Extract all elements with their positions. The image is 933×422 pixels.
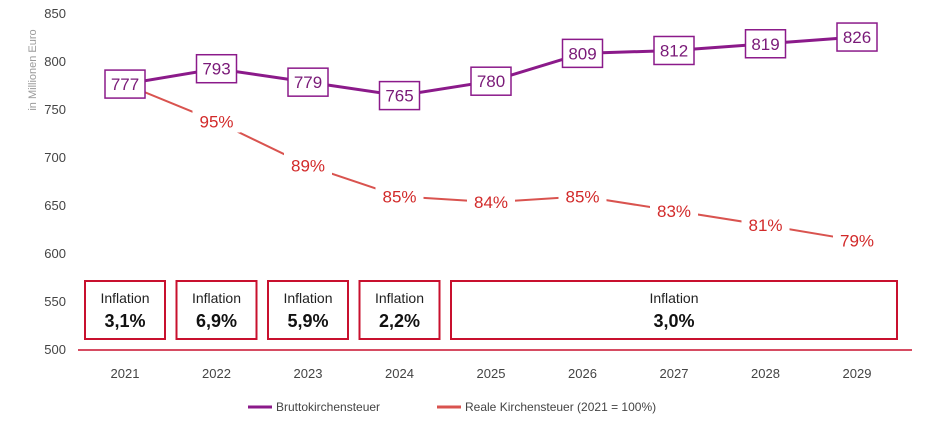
- inflation-title: Inflation: [100, 290, 149, 306]
- inflation-box: Inflation 5,9%: [267, 280, 349, 340]
- real-data-label: 84%: [474, 193, 508, 212]
- x-tick-label: 2028: [751, 366, 780, 381]
- y-tick-label: 750: [44, 102, 66, 117]
- legend: Bruttokirchensteuer Reale Kirchensteuer …: [248, 400, 656, 414]
- inflation-value: 6,9%: [196, 311, 237, 331]
- inflation-box: Inflation 6,9%: [175, 280, 258, 340]
- inflation-title: Inflation: [375, 290, 424, 306]
- gross-label-box: [470, 66, 512, 96]
- real-label-bg: [467, 189, 515, 214]
- real-label-bg: [741, 212, 790, 237]
- x-tick-label: 2027: [660, 366, 689, 381]
- gross-label-box: [561, 38, 604, 69]
- gross-label-box: [836, 22, 878, 52]
- gross-data-label: 777: [111, 75, 139, 94]
- gross-data-label: 793: [202, 60, 230, 79]
- legend-gross-label: Bruttokirchensteuer: [276, 400, 380, 414]
- real-data-label: 79%: [840, 232, 874, 251]
- real-label-bg: [192, 108, 241, 133]
- x-tick-label: 2024: [385, 366, 414, 381]
- inflation-box: Inflation 3,0%: [450, 280, 898, 340]
- inflation-box-frame: [358, 280, 441, 340]
- inflation-box: Inflation 2,2%: [358, 280, 441, 340]
- x-tick-label: 2022: [202, 366, 231, 381]
- real-label-bg: [558, 183, 607, 208]
- gross-label-box: [378, 80, 421, 111]
- inflation-box-frame: [84, 280, 166, 340]
- x-tick-label: 2026: [568, 366, 597, 381]
- gross-label-box: [104, 69, 146, 99]
- inflation-value: 3,1%: [104, 311, 145, 331]
- gross-data-label: 826: [843, 28, 871, 47]
- real-label-bg: [650, 197, 698, 222]
- y-tick-label: 500: [44, 342, 66, 357]
- gross-data-label: 780: [477, 72, 505, 91]
- y-tick-label: 850: [44, 6, 66, 21]
- y-axis: 500 550 600 650 700 750 800 850: [44, 6, 66, 357]
- inflation-value: 3,0%: [653, 311, 694, 331]
- gross-label-box: [195, 53, 238, 84]
- gross-label-box: [653, 35, 695, 66]
- inflation-value: 2,2%: [379, 311, 420, 331]
- inflation-box-frame: [450, 280, 898, 340]
- real-label-bg: [833, 227, 881, 252]
- inflation-value: 5,9%: [287, 311, 328, 331]
- real-data-label: 85%: [382, 187, 416, 206]
- gross-label-box: [744, 29, 787, 59]
- inflation-title: Inflation: [649, 290, 698, 306]
- y-axis-label: in Millionen Euro: [27, 29, 39, 110]
- inflation-box-frame: [267, 280, 349, 340]
- x-tick-label: 2025: [477, 366, 506, 381]
- inflation-box-frame: [175, 280, 258, 340]
- gross-data-label: 819: [751, 35, 779, 54]
- x-tick-label: 2023: [294, 366, 323, 381]
- gross-data-label: 765: [385, 87, 413, 106]
- real-data-label: 89%: [291, 157, 325, 176]
- inflation-title: Inflation: [283, 290, 332, 306]
- y-tick-label: 600: [44, 246, 66, 261]
- series-gross-church-tax: 777 793 779 765 780 809 812 819 826: [104, 22, 878, 111]
- y-tick-label: 700: [44, 150, 66, 165]
- real-label-bg: [375, 183, 424, 208]
- y-tick-label: 550: [44, 294, 66, 309]
- gross-data-label: 812: [660, 41, 688, 60]
- gross-data-label: 779: [294, 73, 322, 92]
- inflation-boxes: Inflation3,1%Inflation6,9%Inflation5,9%I…: [84, 280, 898, 340]
- inflation-title: Inflation: [192, 290, 241, 306]
- x-axis: 2021 2022 2023 2024 2025 2026 2027 2028 2029: [111, 366, 872, 381]
- real-data-label: 83%: [657, 202, 691, 221]
- x-tick-label: 2029: [843, 366, 872, 381]
- gross-data-label: 809: [568, 44, 596, 63]
- real-data-label: 95%: [199, 113, 233, 132]
- real-data-label: 81%: [748, 216, 782, 235]
- y-tick-label: 800: [44, 54, 66, 69]
- legend-real-label: Reale Kirchensteuer (2021 = 100%): [465, 400, 656, 414]
- x-tick-label: 2021: [111, 366, 140, 381]
- inflation-box: Inflation 3,1%: [84, 280, 166, 340]
- y-tick-label: 650: [44, 198, 66, 213]
- gross-label-box: [287, 67, 329, 97]
- series-real-church-tax: 95% 89% 85% 84% 85% 83% 81% 79%: [124, 83, 881, 252]
- real-data-label: 85%: [565, 187, 599, 206]
- real-label-bg: [284, 152, 332, 177]
